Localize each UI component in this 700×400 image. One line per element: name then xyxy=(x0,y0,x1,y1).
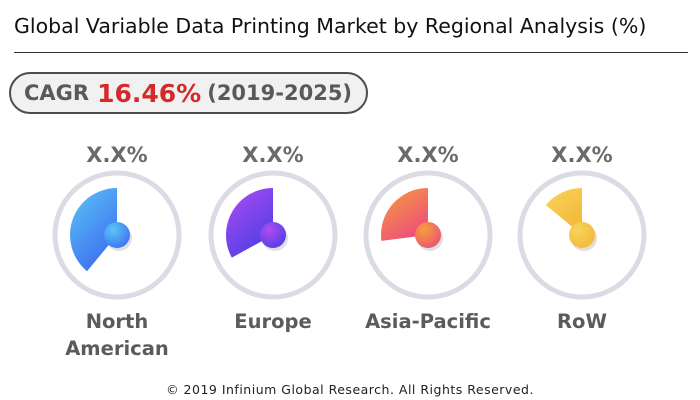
chart-title: Global Variable Data Printing Market by … xyxy=(14,14,647,38)
region-value-label: X.X% xyxy=(86,143,148,167)
region-donut-north-american xyxy=(52,170,182,300)
region-donut-europe xyxy=(208,170,338,300)
region-value-label: X.X% xyxy=(551,143,613,167)
region-label: RoW xyxy=(497,308,667,335)
cagr-period: (2019-2025) xyxy=(207,81,353,105)
cagr-label: CAGR xyxy=(24,81,90,105)
region-value-label: X.X% xyxy=(242,143,304,167)
donut-hub xyxy=(260,222,286,248)
donut-slice xyxy=(545,188,582,235)
cagr-badge: CAGR 16.46% (2019-2025) xyxy=(9,72,369,114)
cagr-value: 16.46% xyxy=(97,78,202,108)
donut-hub xyxy=(415,222,441,248)
region-label: Asia-Pacific xyxy=(343,308,513,335)
donut-hub xyxy=(569,222,595,248)
region-label-line1: Europe xyxy=(234,310,312,333)
donut-slice xyxy=(70,188,117,272)
region-label-line1: Asia-Pacific xyxy=(365,310,491,333)
title-divider xyxy=(14,52,688,53)
region-label-line1: North xyxy=(85,310,149,333)
copyright-footer: © 2019 Infinium Global Research. All Rig… xyxy=(166,382,534,397)
donut-slice xyxy=(380,188,428,241)
region-europe: X.X% Europe xyxy=(188,140,358,335)
region-label-line2: American xyxy=(65,337,169,360)
region-donut-asia-pacific xyxy=(363,170,493,300)
region-north-american: X.X% North American xyxy=(32,140,202,362)
region-donut-row xyxy=(517,170,647,300)
region-row: X.X% RoW xyxy=(497,140,667,335)
donut-hub xyxy=(104,222,130,248)
region-value-label: X.X% xyxy=(397,143,459,167)
region-label: North American xyxy=(32,308,202,362)
region-label-line1: RoW xyxy=(557,310,607,333)
region-label: Europe xyxy=(188,308,358,335)
region-asia-pacific: X.X% Asia-Pacific xyxy=(343,140,513,335)
